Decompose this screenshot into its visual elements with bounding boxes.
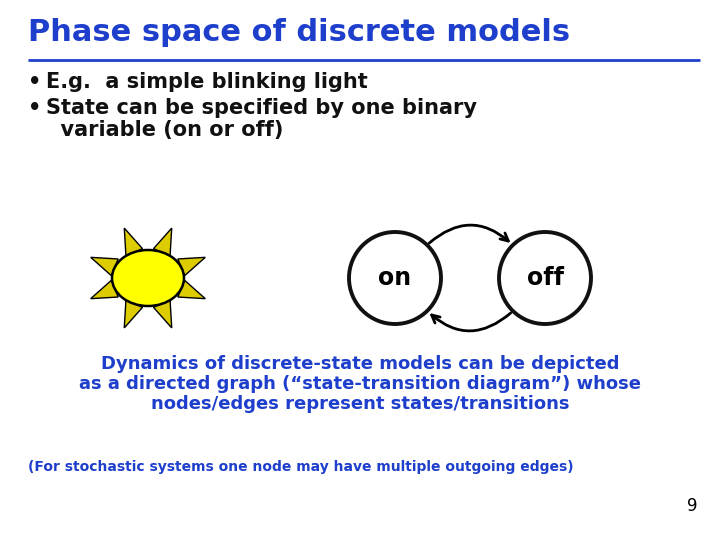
- Polygon shape: [125, 300, 143, 328]
- Text: nodes/edges represent states/transitions: nodes/edges represent states/transitions: [150, 395, 570, 413]
- Polygon shape: [178, 258, 205, 275]
- Text: State can be specified by one binary: State can be specified by one binary: [46, 98, 477, 118]
- Text: E.g.  a simple blinking light: E.g. a simple blinking light: [46, 72, 368, 92]
- Polygon shape: [178, 280, 205, 299]
- Text: •: •: [28, 72, 41, 92]
- Ellipse shape: [112, 250, 184, 306]
- Text: off: off: [526, 266, 564, 290]
- Polygon shape: [91, 280, 118, 299]
- Text: (For stochastic systems one node may have multiple outgoing edges): (For stochastic systems one node may hav…: [28, 460, 574, 474]
- Text: variable (on or off): variable (on or off): [46, 120, 284, 140]
- Text: •: •: [28, 98, 41, 118]
- Polygon shape: [125, 228, 143, 255]
- Text: as a directed graph (“state-transition diagram”) whose: as a directed graph (“state-transition d…: [79, 375, 641, 393]
- Circle shape: [349, 232, 441, 324]
- FancyArrowPatch shape: [432, 313, 510, 331]
- Text: on: on: [379, 266, 412, 290]
- Polygon shape: [91, 258, 118, 275]
- Polygon shape: [153, 300, 172, 328]
- Text: 9: 9: [688, 497, 698, 515]
- Text: Dynamics of discrete-state models can be depicted: Dynamics of discrete-state models can be…: [101, 355, 619, 373]
- FancyArrowPatch shape: [429, 225, 508, 243]
- Text: Phase space of discrete models: Phase space of discrete models: [28, 18, 570, 47]
- Polygon shape: [153, 228, 172, 255]
- Circle shape: [499, 232, 591, 324]
